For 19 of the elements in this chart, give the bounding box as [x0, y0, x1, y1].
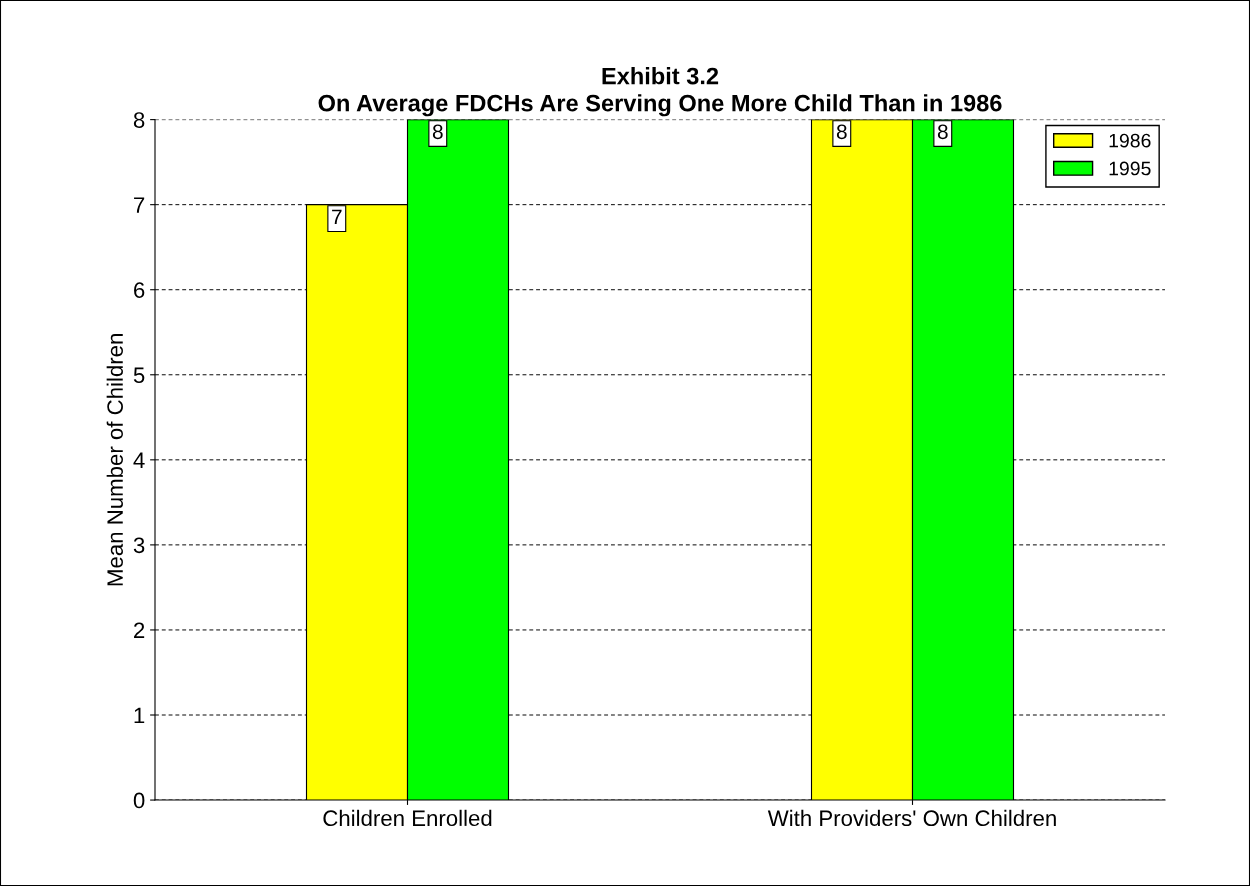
y-axis-title: Mean Number of Children — [106, 334, 123, 586]
data-label: 8 — [432, 124, 443, 140]
y-tick-label: 1 — [134, 707, 145, 724]
y-tick-label: 6 — [134, 282, 145, 298]
y-tick-label: 7 — [134, 197, 145, 213]
data-label: 8 — [836, 124, 847, 140]
y-tick-label: 4 — [133, 452, 145, 468]
x-tick-label: With Providers' Own Children — [767, 809, 1056, 827]
chart-title: Exhibit 3.2 On Average FDCHs Are Serving One More Child Than in 1986 — [318, 67, 1002, 117]
legend-label: 1986 — [1109, 133, 1151, 148]
y-tick-label: 3 — [133, 537, 145, 554]
y-tick-label: 0 — [133, 792, 145, 809]
x-tick-label: Children Enrolled — [323, 809, 492, 827]
y-tick-label: 5 — [133, 367, 145, 384]
y-tick-label: 8 — [133, 112, 145, 128]
legend-label: 1995 — [1109, 161, 1151, 176]
y-tick-label: 2 — [134, 622, 145, 638]
data-label: 7 — [332, 209, 342, 225]
data-label: 8 — [937, 124, 948, 140]
